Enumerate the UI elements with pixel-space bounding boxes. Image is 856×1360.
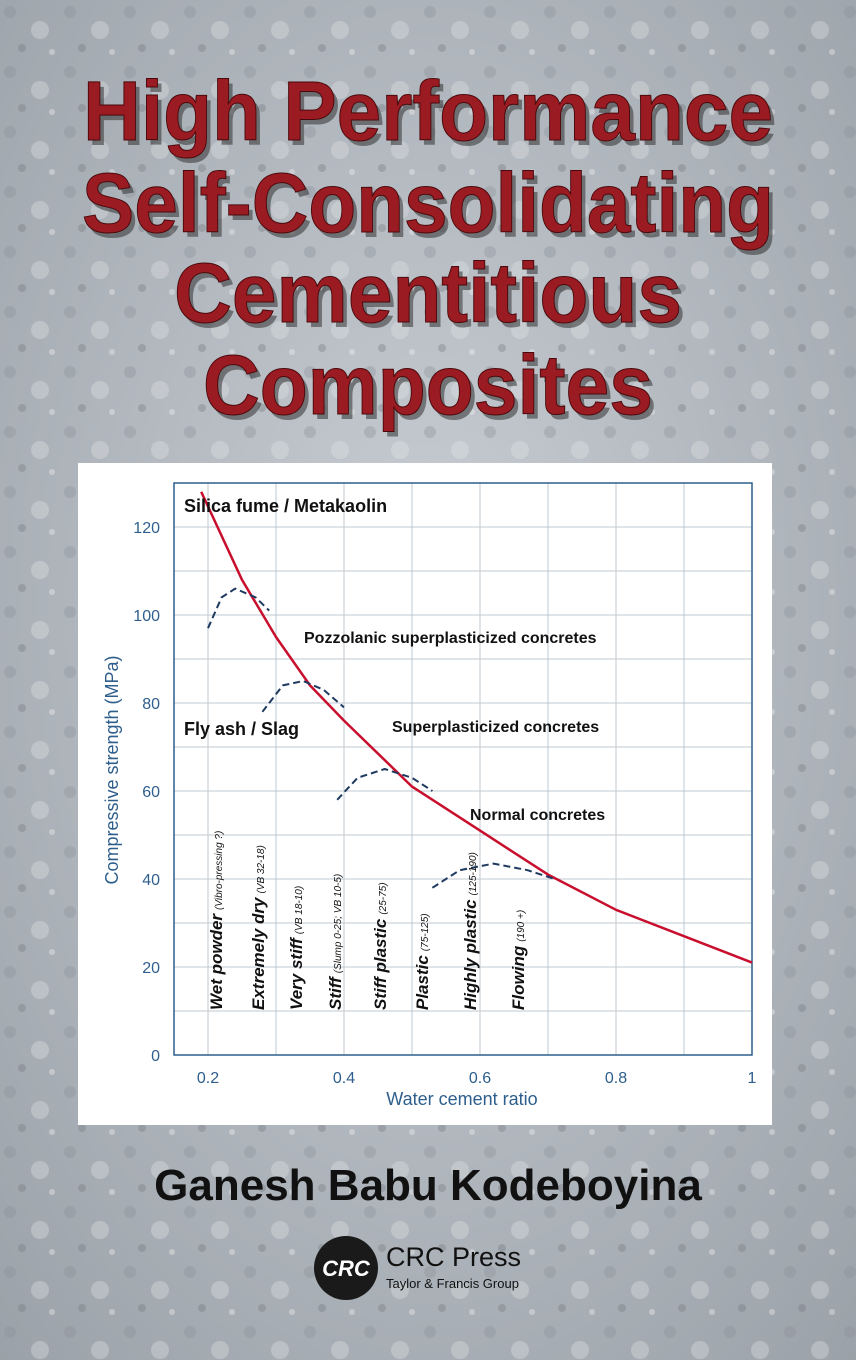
x-tick-label: 1 — [748, 1070, 757, 1087]
y-tick-label: 100 — [133, 608, 160, 625]
y-tick-label: 0 — [151, 1048, 160, 1065]
annotation: Silica fume / Metakaolin — [184, 496, 387, 516]
x-tick-label: 0.6 — [469, 1070, 491, 1087]
annotation: Pozzolanic superplasticized concretes — [304, 630, 597, 647]
consistency-label: Stiff plastic (25-75) — [371, 882, 390, 1010]
consistency-main: Plastic — [413, 955, 432, 1010]
title-line: Self-Consolidating — [82, 156, 774, 250]
strength-curve — [200, 491, 753, 964]
title-line: Composites — [203, 338, 653, 432]
x-axis-label: Water cement ratio — [386, 1089, 537, 1109]
y-axis-label: Compressive strength (MPa) — [102, 655, 122, 884]
y-tick-label: 20 — [142, 960, 160, 977]
dashed-curve — [261, 680, 345, 713]
consistency-main: Stiff — [326, 975, 345, 1010]
annotation: Fly ash / Slag — [184, 719, 299, 739]
consistency-label: Very stiff (VB 18-10) — [287, 886, 306, 1010]
plot-frame — [173, 482, 753, 1056]
consistency-label: Highly plastic (125-190) — [461, 852, 480, 1010]
title-line: Cementitious — [174, 246, 682, 340]
consistency-sub: (190 +) — [516, 910, 527, 942]
title-line: High Performance — [83, 64, 773, 158]
consistency-main: Wet powder — [207, 913, 226, 1010]
x-tick-label: 0.4 — [333, 1070, 355, 1087]
consistency-sub: (Vibro-pressing ?) — [214, 831, 225, 910]
y-tick-label: 60 — [142, 784, 160, 801]
title-shadow: Composites — [207, 343, 657, 437]
x-tick-label: 0.2 — [197, 1070, 219, 1087]
annotation: Normal concretes — [470, 807, 605, 824]
y-tick-label: 120 — [133, 520, 160, 537]
consistency-sub: (Slump 0-25; VB 10-5) — [333, 874, 344, 974]
dashed-curve — [207, 587, 270, 629]
consistency-main: Flowing — [509, 945, 528, 1010]
consistency-sub: (75-125) — [420, 913, 431, 951]
y-tick-label: 80 — [142, 696, 160, 713]
chart: 0 20 40 60 80 100 120 0.2 0.4 0.6 0.8 1 Water cement… — [102, 482, 757, 1109]
annotation: Superplasticized concretes — [392, 719, 599, 736]
logo-text: CRC — [322, 1256, 371, 1281]
publisher: CRC Press — [386, 1242, 521, 1272]
consistency-main: Very stiff — [287, 936, 306, 1010]
consistency-sub: (125-190) — [468, 852, 479, 895]
consistency-label: Extremely dry (VB 32-18) — [249, 845, 268, 1010]
consistency-main: Stiff plastic — [371, 918, 390, 1010]
consistency-label: Wet powder (Vibro-pressing ?) — [207, 831, 226, 1010]
x-tick-label: 0.8 — [605, 1070, 627, 1087]
consistency-main: Highly plastic — [461, 899, 480, 1010]
title-shadow: Self-Consolidating — [86, 161, 778, 255]
publisher-logo — [314, 1236, 378, 1300]
consistency-sub: (25-75) — [378, 882, 389, 914]
consistency-sub: (VB 18-10) — [294, 886, 305, 934]
consistency-label: Stiff(Slump 0-25; VB 10-5) — [326, 874, 345, 1010]
author: Ganesh Babu Kodeboyina — [154, 1161, 702, 1210]
y-tick-label: 40 — [142, 872, 160, 889]
consistency-sub: (VB 32-18) — [256, 845, 267, 893]
title-shadow: Cementitious — [178, 251, 686, 345]
title-shadow: High Performance — [87, 69, 777, 163]
publisher-group: Taylor & Francis Group — [386, 1276, 519, 1291]
dashed-curve — [336, 768, 433, 801]
consistency-main: Extremely dry — [249, 896, 268, 1010]
consistency-label: Flowing (190 +) — [509, 910, 528, 1010]
consistency-label: Plastic (75-125) — [413, 913, 432, 1010]
dashed-curve — [431, 862, 556, 889]
